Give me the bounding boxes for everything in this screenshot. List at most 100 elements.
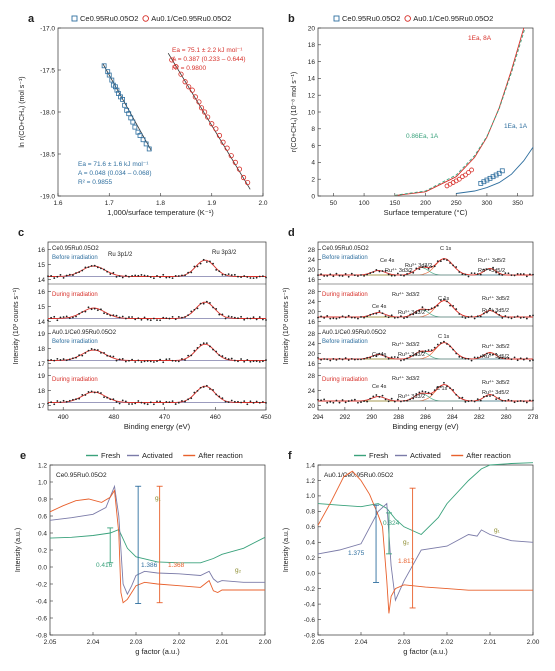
y-tick-label: 0.6 bbox=[306, 524, 315, 531]
data-point bbox=[326, 401, 329, 404]
data-point bbox=[62, 399, 65, 402]
data-point bbox=[353, 316, 356, 319]
data-point bbox=[218, 395, 221, 398]
data-point bbox=[115, 275, 118, 278]
data-point bbox=[470, 359, 473, 362]
y-tick-label: 15 bbox=[38, 262, 46, 269]
data-point bbox=[181, 274, 183, 277]
data-point bbox=[209, 388, 211, 390]
data-point bbox=[446, 259, 448, 262]
data-point bbox=[496, 170, 502, 176]
data-point bbox=[320, 273, 322, 276]
data-point bbox=[143, 316, 146, 319]
data-point bbox=[96, 349, 99, 351]
data-point bbox=[159, 276, 162, 279]
y-tick-label: 19 bbox=[38, 331, 46, 338]
data-point bbox=[173, 64, 179, 70]
data-point bbox=[430, 393, 433, 396]
data-point bbox=[443, 298, 445, 301]
peak-label: Ru⁴⁺ 3d3/2 bbox=[385, 267, 413, 274]
data-point bbox=[467, 358, 470, 360]
data-point bbox=[519, 273, 522, 275]
data-point bbox=[350, 272, 353, 275]
data-point bbox=[344, 316, 347, 319]
data-point bbox=[418, 268, 421, 271]
data-point bbox=[510, 399, 513, 402]
data-point bbox=[396, 398, 399, 401]
y-tick-label: 1.2 bbox=[38, 462, 47, 469]
data-point bbox=[178, 71, 184, 77]
data-point bbox=[387, 273, 390, 276]
data-point bbox=[47, 359, 49, 362]
data-point bbox=[317, 398, 319, 401]
x-tick-label: 460 bbox=[210, 414, 221, 421]
x-tick-label: 1.7 bbox=[105, 200, 114, 207]
panel-letter: e bbox=[20, 450, 26, 462]
data-point bbox=[171, 359, 174, 362]
data-point bbox=[467, 275, 470, 278]
data-point bbox=[393, 400, 396, 403]
data-point bbox=[115, 359, 118, 362]
data-point bbox=[174, 318, 177, 321]
data-point bbox=[406, 316, 408, 319]
data-point bbox=[196, 389, 199, 392]
x-axis-label: Binding energy (eV) bbox=[392, 422, 459, 431]
data-point bbox=[332, 275, 335, 278]
data-point bbox=[209, 260, 211, 263]
data-point bbox=[323, 398, 326, 401]
data-point bbox=[230, 357, 233, 360]
annotation-label: 1.368 bbox=[168, 562, 185, 569]
data-point bbox=[489, 395, 491, 397]
y-tick-label: 14 bbox=[38, 277, 46, 284]
data-point bbox=[430, 349, 433, 352]
sample-label: Au0.1/Ce0.95Ru0.05O2 bbox=[52, 330, 117, 336]
data-point bbox=[227, 273, 230, 276]
data-point bbox=[227, 401, 230, 404]
data-point bbox=[381, 353, 384, 356]
data-point bbox=[243, 318, 246, 321]
data-point bbox=[452, 304, 455, 307]
y-tick-label: 16 bbox=[38, 289, 46, 296]
data-point bbox=[433, 265, 436, 268]
x-tick-label: 2.0 bbox=[258, 200, 267, 207]
data-point bbox=[489, 269, 491, 271]
data-point bbox=[65, 400, 68, 403]
data-point bbox=[240, 358, 242, 360]
panel-letter: b bbox=[288, 13, 295, 25]
data-point bbox=[516, 315, 519, 318]
x-tick-label: 292 bbox=[339, 414, 350, 421]
data-point bbox=[378, 310, 381, 312]
data-point bbox=[165, 400, 168, 403]
data-point bbox=[103, 351, 105, 354]
x-tick-label: 50 bbox=[330, 200, 338, 207]
data-point bbox=[375, 312, 378, 315]
data-point bbox=[53, 315, 56, 318]
peak-label: Ru 3p3/2 bbox=[212, 250, 237, 256]
data-point bbox=[335, 317, 338, 320]
legend-marker bbox=[142, 15, 149, 22]
y-tick-label: 4 bbox=[311, 160, 315, 167]
data-point bbox=[469, 167, 474, 173]
series-line bbox=[49, 529, 266, 564]
legend-label: After reaction bbox=[198, 451, 243, 460]
data-point bbox=[409, 354, 412, 357]
y-tick-label: 24 bbox=[308, 388, 316, 395]
annotation-label: 1.386 bbox=[141, 562, 158, 569]
data-point bbox=[363, 400, 365, 403]
data-point bbox=[464, 357, 467, 360]
x-tick-label: 286 bbox=[420, 414, 431, 421]
data-point bbox=[190, 354, 193, 357]
data-point bbox=[495, 311, 498, 314]
data-point bbox=[317, 274, 319, 277]
data-point bbox=[495, 352, 498, 355]
y-tick-label: 1.2 bbox=[306, 478, 315, 485]
data-point bbox=[124, 400, 127, 403]
data-point bbox=[393, 274, 396, 277]
data-point bbox=[245, 179, 251, 186]
y-tick-label: 0.2 bbox=[306, 555, 315, 562]
data-point bbox=[529, 314, 531, 317]
data-point bbox=[513, 316, 516, 319]
data-point bbox=[237, 275, 239, 278]
data-point bbox=[532, 399, 534, 402]
data-point bbox=[90, 390, 93, 393]
